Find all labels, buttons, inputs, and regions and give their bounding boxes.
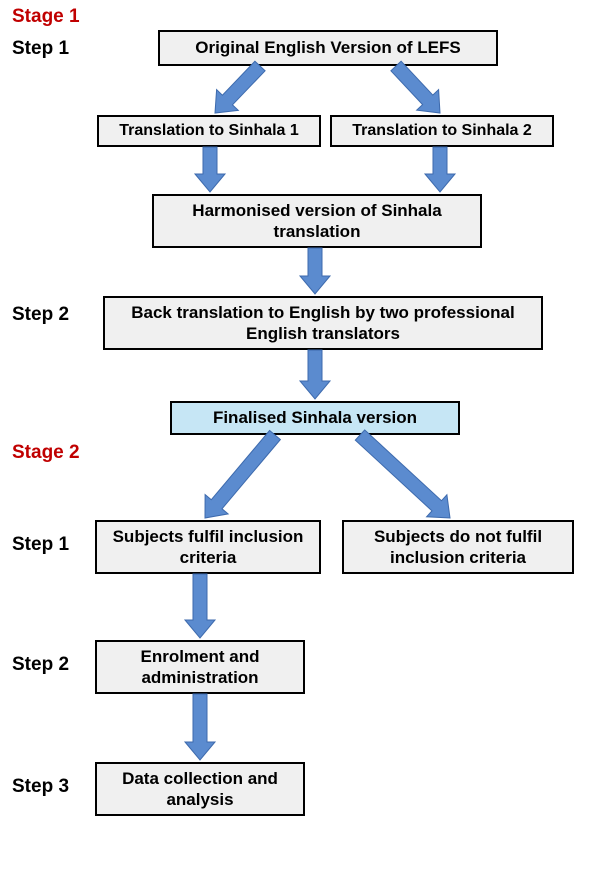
flow-arrow xyxy=(215,61,265,113)
flow-arrow xyxy=(185,694,215,760)
flow-arrow xyxy=(300,248,330,294)
arrow-layer xyxy=(0,0,606,873)
flow-arrow xyxy=(425,147,455,192)
flow-arrow xyxy=(300,350,330,399)
flow-arrow xyxy=(205,431,280,519)
flow-arrow xyxy=(195,147,225,192)
flow-arrow xyxy=(185,574,215,638)
flow-arrow xyxy=(355,430,450,518)
flow-arrow xyxy=(391,61,440,113)
